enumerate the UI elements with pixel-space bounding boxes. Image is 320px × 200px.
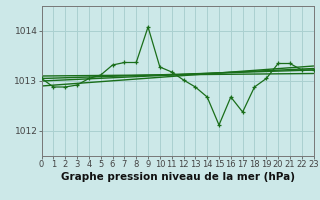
X-axis label: Graphe pression niveau de la mer (hPa): Graphe pression niveau de la mer (hPa) — [60, 172, 295, 182]
